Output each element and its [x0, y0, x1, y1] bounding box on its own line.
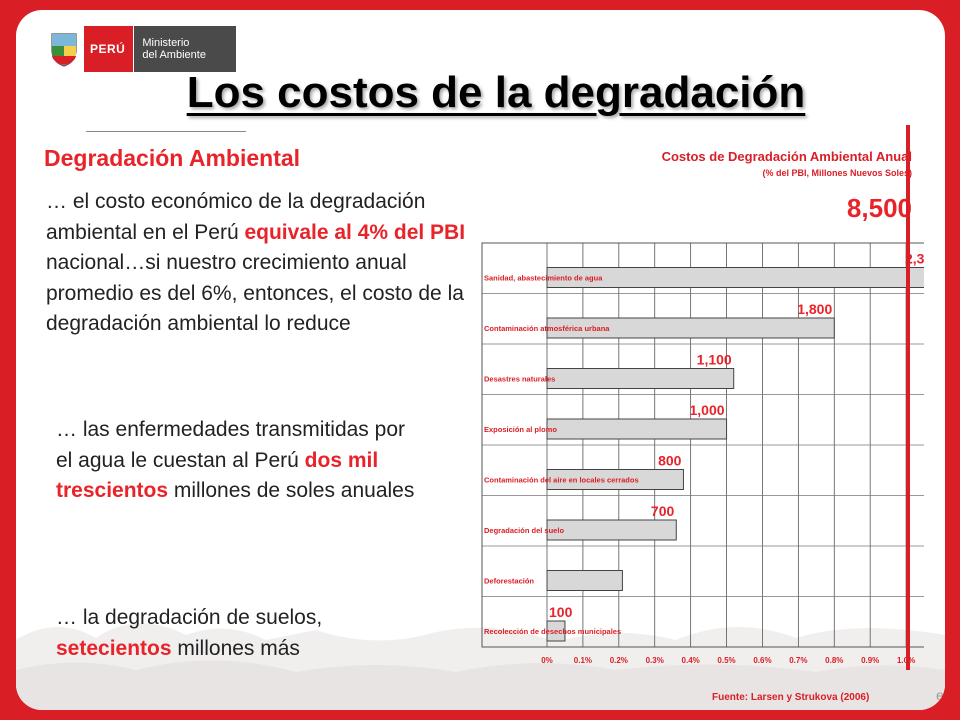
degradation-cost-chart: Costos de Degradación Ambiental Anual (% … [481, 149, 924, 665]
value-label: 100 [549, 604, 573, 620]
highlight-pbi: equivale al 4% del PBI [244, 220, 466, 244]
chart-bar [546, 620, 566, 642]
section-heading: Degradación Ambiental [44, 145, 301, 171]
category-label: Deforestación [484, 577, 534, 586]
x-tick-label: 0% [541, 656, 553, 665]
red-vertical-divider [906, 125, 910, 670]
x-tick-label: 0.9% [861, 656, 879, 665]
chart-bar [546, 317, 835, 339]
chart-bar [546, 519, 677, 541]
slide-title: Los costos de la degradación [186, 68, 806, 117]
x-tick-label: 0.4% [682, 656, 700, 665]
category-label: Contaminación atmosférica urbana [484, 324, 610, 333]
category-label: Exposición al plomo [484, 425, 557, 434]
page-number-fragment: e [936, 687, 944, 703]
x-tick-label: 0.8% [825, 656, 843, 665]
peru-coat-of-arms-icon [44, 26, 84, 72]
value-label: 800 [658, 453, 682, 469]
paragraph-water: … las enfermedades transmitidas por el a… [56, 418, 415, 502]
ministry-logo: PERÚ Ministerio del Ambiente [44, 26, 236, 72]
plot-frame [481, 242, 924, 648]
chart-source: Fuente: Larsen y Strukova (2006) [712, 692, 870, 703]
highlight-dos-mil: dos mil [304, 448, 379, 472]
x-tick-label: 0.5% [717, 656, 735, 665]
ministry-label: Ministerio del Ambiente [133, 26, 236, 72]
x-tick-label: 0.2% [610, 656, 628, 665]
x-tick-label: 0.1% [574, 656, 592, 665]
ministry-line2: del Ambiente [142, 49, 206, 61]
x-tick-label: 0.3% [646, 656, 664, 665]
peru-label: PERÚ [84, 26, 134, 72]
x-tick-label: 0.6% [753, 656, 771, 665]
slide-content: Degradación Ambiental … el costo económi… [44, 125, 944, 710]
chart-bar [546, 469, 684, 490]
chart-title: Costos de Degradación Ambiental Anual [662, 149, 912, 164]
highlight-trescientos: trescientos [56, 479, 169, 502]
category-label: Sanidad, abastecimiento de agua [484, 274, 603, 283]
highlight-setecientos: setecientos [56, 636, 172, 660]
chart-bar [546, 368, 735, 389]
paragraph-soil: … la degradación de suelos, setecientos … [56, 606, 323, 660]
value-label: 1,100 [697, 352, 732, 368]
value-label: 1,000 [689, 402, 724, 418]
paragraph-pbi: … el costo económico de la degradación a… [46, 190, 466, 335]
chart-bar [546, 418, 728, 440]
ministry-line1: Ministerio [142, 37, 190, 49]
chart-subtitle: (% del PBI, Millones Nuevos Soles) [762, 168, 912, 178]
chart-bar [546, 267, 924, 288]
x-tick-label: 0.7% [789, 656, 807, 665]
value-label: 1,800 [797, 301, 832, 317]
divider-line [86, 131, 246, 132]
category-label: Contaminación del aire en locales cerrad… [484, 476, 639, 485]
slide-card: PERÚ Ministerio del Ambiente Los costos … [16, 10, 945, 710]
value-label: 700 [651, 503, 675, 519]
chart-bar [546, 570, 623, 591]
category-label: Degradación del suelo [484, 526, 564, 535]
category-label: Recolección de desechos municipales [484, 627, 621, 636]
chart-total: 8,500 [847, 193, 912, 223]
category-label: Desastres naturales [484, 375, 555, 384]
